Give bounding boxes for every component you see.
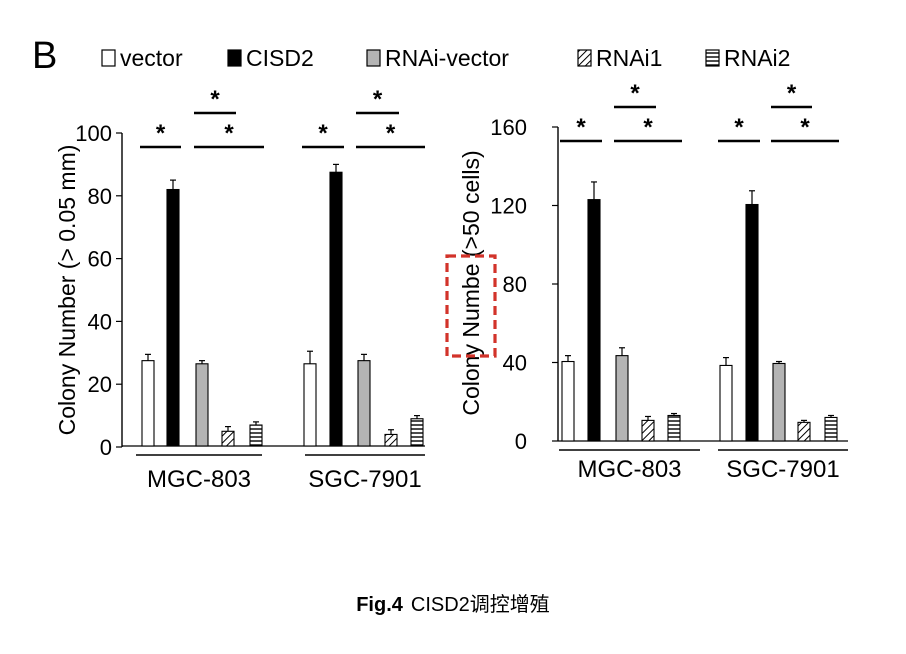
bar-rnai1-sgc-7901 [797,421,811,442]
bar-rnai2-sgc-7901 [824,416,838,442]
y-tick-label: 40 [503,351,527,376]
bar-vector-sgc-7901 [303,363,317,447]
legend-label: RNAi1 [596,45,662,71]
bar-cisd2-mgc-803 [166,188,180,447]
bar-rnai2-mgc-803 [667,414,681,442]
significance-star: * [734,114,744,141]
y-axis-label: Colony Number (> 0.05 mm) [54,145,80,436]
legend-label: RNAi-vector [385,45,509,71]
y-tick-label: 60 [88,247,112,272]
chart-svg: B vector CISD2 RNAi-vector RNAi1 RNAi2 0 20 40… [32,35,848,493]
legend-label: vector [120,45,183,71]
category-label: MGC-803 [147,466,251,493]
bar-cisd2-mgc-803 [587,199,601,442]
significance-star: * [373,86,383,113]
legend-swatch [705,49,720,67]
highlight-box [445,254,497,358]
legend-item-rnai-vector: RNAi-vector [366,45,509,71]
legend-item-rnai1: RNAi1 [577,45,662,71]
legend-label: RNAi2 [724,45,790,71]
significance-star: * [210,86,220,113]
bar-rnai-vector-sgc-7901 [772,362,786,442]
category-label: SGC-7901 [726,456,839,483]
bar-rnai-vector-sgc-7901 [357,360,371,447]
bar-rnai2-sgc-7901 [410,418,424,447]
y-tick-label: 80 [503,272,527,297]
legend-swatch [227,49,242,67]
y-tick-label: 0 [100,435,112,460]
significance-star: * [156,120,166,147]
y-tick-label: 160 [490,115,527,140]
bar-vector-mgc-803 [141,360,155,447]
bar-rnai1-sgc-7901 [384,433,398,447]
caption-label: Fig.4 [356,594,403,616]
y-tick-label: 100 [75,121,112,146]
significance-star: * [630,80,640,107]
category-label: SGC-7901 [308,466,421,493]
significance-star: * [224,120,234,147]
bar-rnai-vector-mgc-803 [195,363,209,447]
legend-swatch [101,49,116,67]
bar-vector-mgc-803 [561,360,575,442]
caption-text: CISD2调控增殖 [410,594,550,616]
bar-vector-sgc-7901 [719,364,733,442]
significance-star: * [318,120,328,147]
significance-star: * [787,80,797,107]
significance-star: * [643,114,653,141]
legend-item-rnai2: RNAi2 [705,45,790,71]
y-tick-label: 20 [88,372,112,397]
significance-star: * [800,114,810,141]
y-tick-label: 120 [490,194,527,219]
panel-label: B [32,35,57,77]
bar-rnai-vector-mgc-803 [615,355,629,442]
significance-star: * [386,120,396,147]
y-tick-label: 0 [515,429,527,454]
y-tick-label: 80 [88,184,112,209]
bar-cisd2-sgc-7901 [329,171,343,447]
y-tick-label: 40 [88,309,112,334]
legend-swatch [366,49,381,67]
legend-swatch [577,49,592,67]
bar-rnai1-mgc-803 [641,419,655,442]
bar-rnai1-mgc-803 [221,430,235,447]
legend: vector CISD2 RNAi-vector RNAi1 RNAi2 [101,45,790,71]
y-axis-label: Colony Numbe (>50 cells) [458,150,484,415]
figure-caption: Fig.4 CISD2调控增殖 [0,588,906,617]
legend-item-vector: vector [101,45,183,71]
bar-rnai2-mgc-803 [249,424,263,447]
legend-label: CISD2 [246,45,314,71]
bar-cisd2-sgc-7901 [745,203,759,442]
legend-item-cisd2: CISD2 [227,45,314,71]
category-label: MGC-803 [577,456,681,483]
significance-star: * [576,114,586,141]
